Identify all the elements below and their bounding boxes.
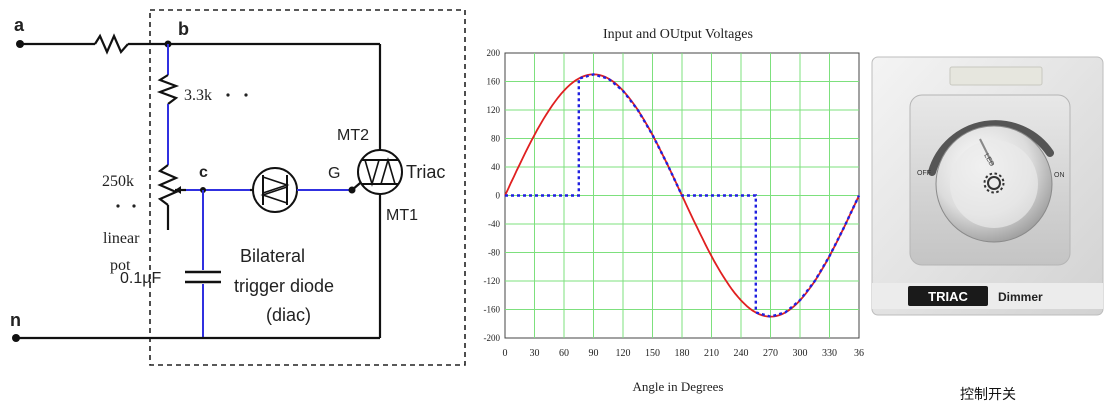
resistor-3k3 xyxy=(156,74,180,105)
pot-desc-line2: pot xyxy=(110,257,131,274)
indicator-window xyxy=(949,66,1043,86)
y-tick-label: -160 xyxy=(484,305,501,315)
potentiometer xyxy=(157,164,179,206)
diac-symbol xyxy=(252,167,298,213)
series-resistor xyxy=(94,33,129,55)
y-tick-label: 80 xyxy=(491,134,501,144)
dial-arc xyxy=(928,120,1054,176)
caption: 控制开关 xyxy=(960,387,1016,403)
node-n-label: n xyxy=(10,310,21,330)
mt1-label: MT1 xyxy=(386,207,418,224)
x-tick-label: 60 xyxy=(559,348,569,359)
diac-label-line3: (diac) xyxy=(266,305,311,325)
x-tick-label: 120 xyxy=(616,348,631,359)
node-a-label: a xyxy=(14,15,25,35)
triac-dimmer-circuit: a b 3.3k 250k linear pot c Bilateral tri… xyxy=(10,9,466,366)
x-tick-label: 240 xyxy=(734,348,749,359)
pot-value-label: 250k xyxy=(102,173,134,190)
y-axis-ticks: 200 160 120 80 40 0 -40 -80 -120 -160 -200 xyxy=(484,48,501,343)
diac-label-line2: trigger diode xyxy=(234,276,334,296)
on-label: ON xyxy=(1054,172,1065,179)
off-label: OFF xyxy=(917,170,931,177)
y-tick-label: -200 xyxy=(484,333,501,343)
y-tick-label: -80 xyxy=(488,248,500,258)
y-tick-label: -120 xyxy=(484,276,501,286)
x-tick-label: 0 xyxy=(503,348,508,359)
x-tick-label: 330 xyxy=(822,348,837,359)
y-tick-label: 200 xyxy=(487,48,501,58)
chart-title: Input and OUtput Voltages xyxy=(603,27,753,42)
brand-text: TRIAC xyxy=(928,289,968,304)
node-c-label: c xyxy=(199,164,208,181)
gate-label: G xyxy=(328,165,340,182)
triac-symbol xyxy=(357,149,403,195)
mt2-label: MT2 xyxy=(337,127,369,144)
triac-brand-box xyxy=(908,286,988,306)
x-axis-label: Angle in Degrees xyxy=(633,379,724,394)
x-tick-label: 36 xyxy=(854,348,864,359)
sun-icon xyxy=(983,172,1005,194)
voltage-chart: Input and OUtput Voltages 0 30 60 90 120 150 1… xyxy=(484,27,865,394)
x-tick-label: 300 xyxy=(793,348,808,359)
x-tick-label: 150 xyxy=(645,348,660,359)
y-tick-label: 40 xyxy=(491,162,501,172)
dimmer-enclosure xyxy=(149,9,466,366)
x-tick-label: 180 xyxy=(675,348,690,359)
x-tick-label: 270 xyxy=(763,348,778,359)
x-axis-ticks: 0 30 60 90 120 150 180 210 240 270 300 330 36 xyxy=(503,348,865,359)
x-tick-label: 90 xyxy=(589,348,599,359)
x-tick-label: 30 xyxy=(530,348,540,359)
x-tick-label: 210 xyxy=(704,348,719,359)
y-tick-label: 0 xyxy=(496,191,501,201)
triac-dimmer-photo: OFF ON LED TRIAC Dimmer xyxy=(871,56,1104,316)
y-tick-label: 160 xyxy=(487,77,501,87)
product-text: Dimmer xyxy=(998,290,1043,304)
knob-pointer xyxy=(979,138,994,166)
chart-series xyxy=(504,73,861,318)
diac-label-line1: Bilateral xyxy=(240,246,305,266)
y-tick-label: -40 xyxy=(488,219,500,229)
series-output xyxy=(505,73,861,318)
triac-label: Triac xyxy=(406,162,445,182)
pot-desc-line1: linear xyxy=(103,230,140,247)
capacitor-label: 0.1µF xyxy=(120,270,161,287)
resistor-3k3-label: 3.3k xyxy=(184,87,212,104)
node-b-label: b xyxy=(178,19,189,39)
y-tick-label: 120 xyxy=(487,105,501,115)
